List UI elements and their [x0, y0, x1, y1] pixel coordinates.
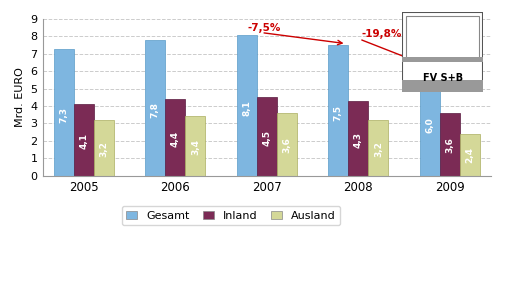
Bar [347, 101, 368, 175]
Bar [327, 45, 347, 175]
Text: 3,6: 3,6 [282, 138, 291, 154]
Text: -7,5%: -7,5% [247, 23, 280, 33]
Bar [74, 104, 93, 175]
Text: -19,8%: -19,8% [361, 29, 401, 39]
Text: 8,1: 8,1 [242, 100, 250, 116]
Bar [401, 57, 482, 62]
Bar [145, 40, 165, 175]
Bar [406, 16, 478, 58]
Text: 4,5: 4,5 [262, 130, 271, 146]
Text: 4,1: 4,1 [79, 133, 88, 149]
Text: 3,4: 3,4 [190, 139, 199, 155]
Bar [54, 49, 74, 175]
Text: 7,5: 7,5 [333, 105, 342, 121]
Bar [401, 80, 482, 92]
Text: 3,6: 3,6 [444, 138, 453, 154]
Bar [459, 134, 479, 175]
Text: 6,0: 6,0 [424, 118, 433, 133]
Bar [368, 120, 388, 175]
Legend: Gesamt, Inland, Ausland: Gesamt, Inland, Ausland [122, 206, 339, 225]
Bar [419, 71, 439, 175]
Bar [256, 97, 276, 175]
Bar [236, 35, 256, 175]
Text: 2,4: 2,4 [465, 147, 474, 164]
Text: 4,3: 4,3 [353, 132, 362, 148]
Text: 7,3: 7,3 [59, 107, 68, 123]
Text: FV S+B: FV S+B [422, 73, 462, 83]
Text: 4,4: 4,4 [170, 131, 179, 147]
Text: 3,2: 3,2 [99, 141, 108, 157]
Bar [439, 113, 459, 175]
Bar [185, 116, 205, 175]
Text: 3,2: 3,2 [373, 141, 382, 157]
Y-axis label: Mrd. EURO: Mrd. EURO [15, 67, 25, 127]
Bar [93, 120, 114, 175]
Bar [165, 99, 185, 175]
Text: 7,8: 7,8 [150, 103, 159, 118]
Bar [276, 113, 296, 175]
